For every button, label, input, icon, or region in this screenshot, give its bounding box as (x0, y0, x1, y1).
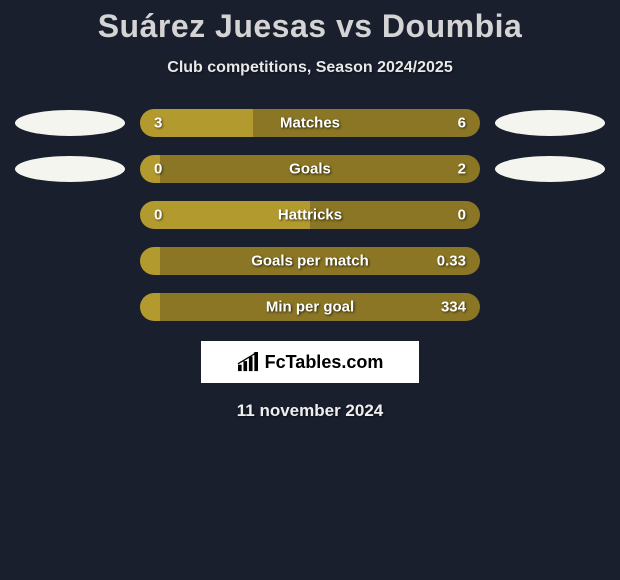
stat-label: Min per goal (266, 299, 354, 316)
stat-row: 3 6 Matches (0, 109, 620, 137)
stat-row: 334 Min per goal (0, 293, 620, 321)
stat-bar: 0 0 Hattricks (140, 201, 480, 229)
logo-text: FcTables.com (265, 352, 384, 373)
stat-value-left: 0 (154, 207, 162, 224)
stat-rows: 3 6 Matches 0 2 Goals 0 0 Hattricks 0.33 Goals per… (0, 109, 620, 321)
stat-bar: 0 2 Goals (140, 155, 480, 183)
stat-value-left: 3 (154, 115, 162, 132)
stat-label: Goals (289, 161, 331, 178)
stat-value-right: 0.33 (437, 253, 466, 270)
stat-label: Hattricks (278, 207, 342, 224)
player-marker-left (15, 156, 125, 182)
player-marker-right (495, 156, 605, 182)
player-marker-left (15, 110, 125, 136)
stat-value-right: 0 (458, 207, 466, 224)
stat-value-right: 334 (441, 299, 466, 316)
stat-value-right: 6 (458, 115, 466, 132)
stats-comparison-card: Suárez Juesas vs Doumbia Club competitio… (0, 0, 620, 421)
stat-bar-left (140, 247, 160, 275)
stat-row: 0 2 Goals (0, 155, 620, 183)
stat-row: 0.33 Goals per match (0, 247, 620, 275)
stat-bar: 0.33 Goals per match (140, 247, 480, 275)
stat-label: Matches (280, 115, 340, 132)
stat-bar: 334 Min per goal (140, 293, 480, 321)
source-logo[interactable]: FcTables.com (201, 341, 419, 383)
stat-value-left: 0 (154, 161, 162, 178)
stat-bar-left (140, 293, 160, 321)
stat-label: Goals per match (251, 253, 369, 270)
page-title: Suárez Juesas vs Doumbia (0, 8, 620, 45)
stat-row: 0 0 Hattricks (0, 201, 620, 229)
date-text: 11 november 2024 (0, 401, 620, 421)
subtitle: Club competitions, Season 2024/2025 (0, 59, 620, 77)
bar-chart-icon (237, 352, 259, 372)
player-marker-right (495, 110, 605, 136)
stat-value-right: 2 (458, 161, 466, 178)
stat-bar: 3 6 Matches (140, 109, 480, 137)
